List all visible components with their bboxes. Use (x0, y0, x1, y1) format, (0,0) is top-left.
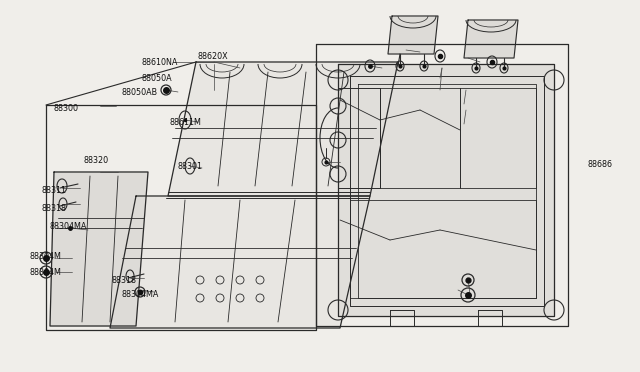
Text: 88050AB: 88050AB (122, 88, 158, 97)
Polygon shape (50, 172, 148, 326)
Polygon shape (168, 62, 398, 196)
Text: 88304MA: 88304MA (122, 290, 159, 299)
Text: 88311: 88311 (42, 186, 67, 195)
Text: 88301: 88301 (178, 162, 203, 171)
Text: 88611M: 88611M (170, 118, 202, 127)
Text: 88686: 88686 (588, 160, 613, 169)
Text: 88050A: 88050A (142, 74, 173, 83)
Text: 88318: 88318 (42, 204, 67, 213)
Text: 88318: 88318 (112, 276, 137, 285)
Text: 88620X: 88620X (198, 52, 228, 61)
Text: 88610NA: 88610NA (142, 58, 179, 67)
Polygon shape (388, 16, 438, 54)
Text: 88304MA: 88304MA (50, 222, 88, 231)
Text: 88304M: 88304M (30, 252, 62, 261)
Polygon shape (110, 196, 370, 328)
Text: 88320: 88320 (84, 156, 109, 165)
Polygon shape (464, 20, 518, 58)
Polygon shape (338, 64, 554, 316)
Text: 88300: 88300 (54, 104, 79, 113)
Text: 88304M: 88304M (30, 268, 62, 277)
